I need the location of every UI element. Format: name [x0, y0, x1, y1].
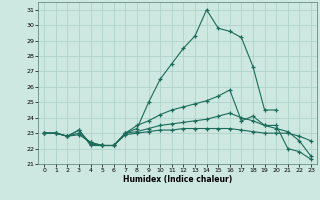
X-axis label: Humidex (Indice chaleur): Humidex (Indice chaleur) — [123, 175, 232, 184]
